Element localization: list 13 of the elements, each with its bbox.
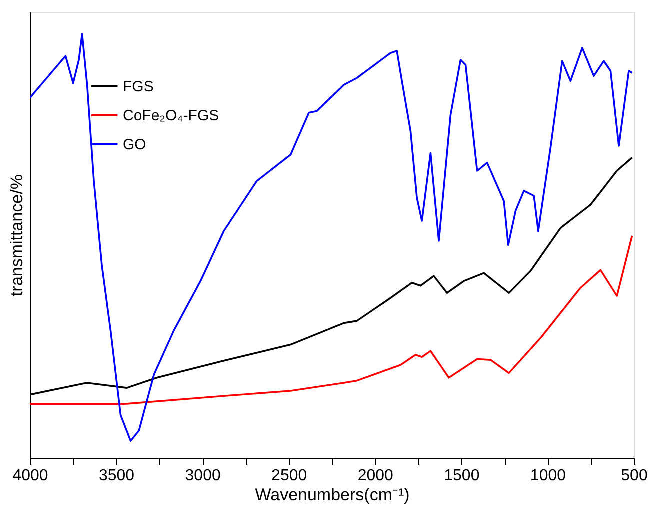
x-tick-label: 2500 xyxy=(272,468,308,484)
x-tick-label: 4000 xyxy=(12,468,48,484)
x-tick-label: 1500 xyxy=(444,468,480,484)
x-tick-label: 3500 xyxy=(98,468,135,484)
x-axis-title: Wavenumbers(cm⁻¹) xyxy=(255,486,410,504)
legend-label: CoFe₂O₄-FGS xyxy=(123,108,220,124)
legend-label: FGS xyxy=(123,78,154,96)
x-tick-label: 1000 xyxy=(530,468,566,484)
legend-label: GO xyxy=(123,136,146,154)
y-axis-title: transmittance/% xyxy=(8,174,26,296)
x-tick-label: 2000 xyxy=(358,468,394,484)
x-tick-label: 500 xyxy=(621,468,648,484)
x-tick-label: 3000 xyxy=(185,468,221,484)
